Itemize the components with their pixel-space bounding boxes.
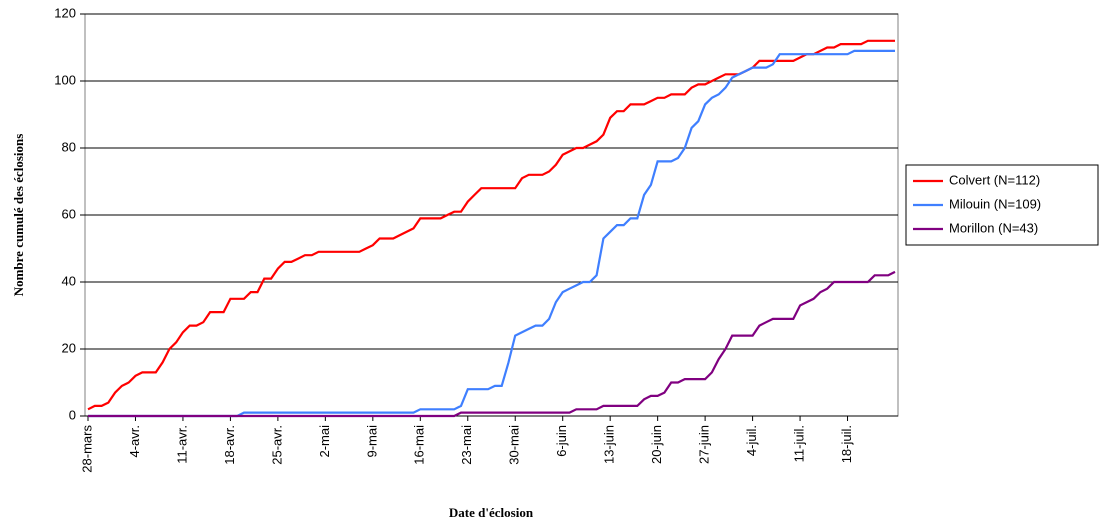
x-tick-label: 20-juin bbox=[649, 425, 664, 464]
legend-label: Colvert (N=112) bbox=[949, 172, 1040, 187]
x-tick-label: 9-mai bbox=[364, 425, 379, 458]
x-tick-label: 18-avr. bbox=[222, 425, 237, 465]
y-tick-label: 20 bbox=[62, 340, 76, 355]
x-tick-label: 23-mai bbox=[459, 425, 474, 465]
x-tick-label: 13-juin bbox=[602, 425, 617, 464]
x-tick-label: 28-mars bbox=[79, 425, 94, 473]
x-axis-title: Date d'éclosion bbox=[449, 505, 534, 520]
x-tick-label: 2-mai bbox=[317, 425, 332, 458]
y-tick-label: 60 bbox=[62, 206, 76, 221]
x-tick-label: 27-juin bbox=[697, 425, 712, 464]
legend-label: Morillon (N=43) bbox=[949, 220, 1038, 235]
line bbox=[87, 39, 895, 411]
legend-label: Milouin (N=109) bbox=[949, 196, 1041, 211]
x-tick-label: 18-juil. bbox=[839, 425, 854, 463]
x-tick-label: 6-juin bbox=[554, 425, 569, 457]
x-tick-label: 11-juil. bbox=[791, 425, 806, 462]
x-tick-label: 25-avr. bbox=[269, 425, 284, 465]
y-tick-label: 100 bbox=[54, 72, 76, 87]
y-tick-label: 0 bbox=[69, 407, 76, 422]
line bbox=[88, 270, 896, 418]
y-tick-label: 40 bbox=[62, 273, 76, 288]
x-tick-label: 30-mai bbox=[507, 425, 522, 465]
x-tick-label: 16-mai bbox=[412, 425, 427, 465]
y-tick-label: 120 bbox=[54, 5, 76, 20]
y-tick-label: 80 bbox=[62, 139, 76, 154]
x-tick-label: 4-avr. bbox=[127, 425, 142, 458]
x-tick-label: 4-juil. bbox=[744, 425, 759, 456]
y-axis-title: Nombre cumulé des éclosions bbox=[11, 134, 26, 297]
x-tick-label: 11-avr. bbox=[174, 425, 189, 464]
